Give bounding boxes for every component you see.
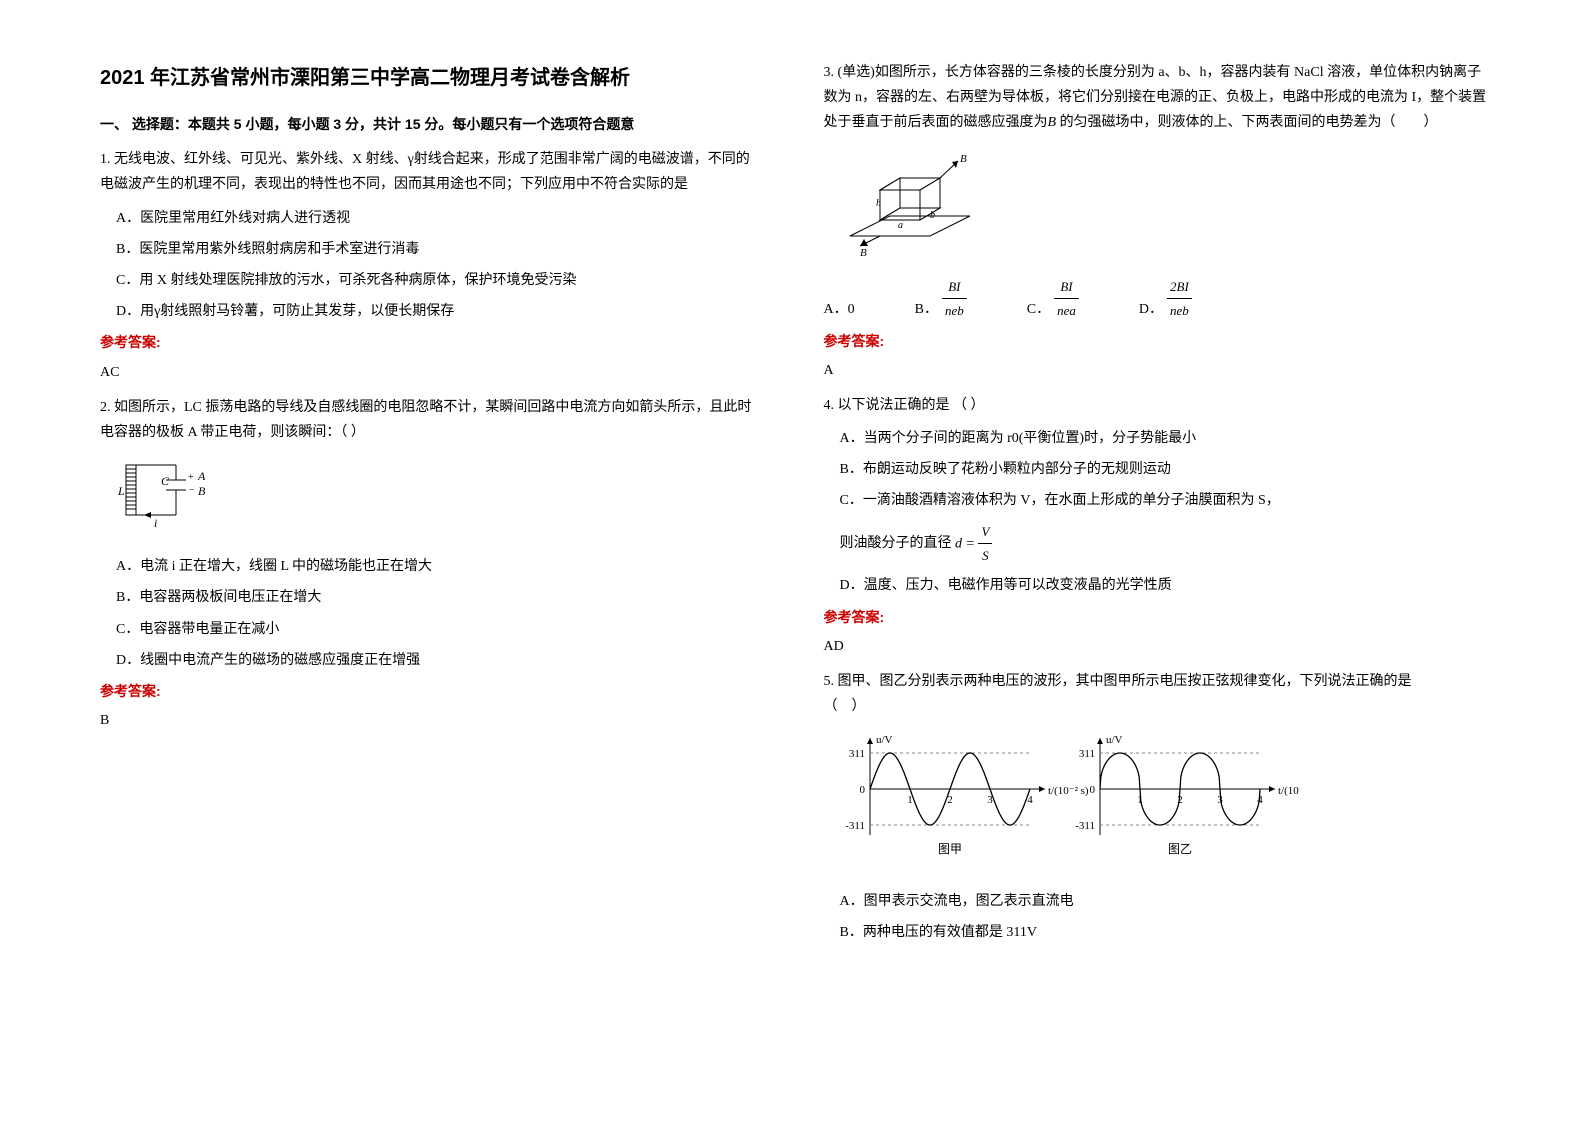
q4-stem: 4. 以下说法正确的是 （ ） [824, 393, 1488, 418]
b-symbol: B [1048, 115, 1057, 130]
answer-label: 参考答案: [100, 330, 764, 355]
q3-answer: A [824, 358, 1488, 383]
svg-text:-311: -311 [1075, 820, 1095, 832]
q2-stem: 2. 如图所示，LC 振荡电路的导线及自感线圈的电阻忽略不计，某瞬间回路中电流方… [100, 395, 764, 445]
frac-num: 2BI [1167, 275, 1192, 299]
frac-num: BI [942, 275, 967, 299]
svg-text:−: − [189, 485, 195, 496]
q2-option-b: B．电容器两极板间电压正在增大 [116, 585, 764, 610]
q4-option-c2: 则油酸分子的直径 d = VS [840, 520, 1488, 568]
c2-eq: d = [955, 536, 975, 551]
svg-text:图甲: 图甲 [937, 842, 961, 856]
svg-text:t/(10⁻² s): t/(10⁻² s) [1048, 785, 1089, 797]
q5-option-a: A．图甲表示交流电，图乙表示直流电 [840, 889, 1488, 914]
section-header: 一、 选择题：本题共 5 小题，每小题 3 分，共计 15 分。每小题只有一个选… [100, 112, 764, 137]
q3-option-d: D． 2BIneb [1139, 275, 1192, 323]
q4-answer: AD [824, 634, 1488, 659]
q5-option-b: B．两种电压的有效值都是 311V [840, 920, 1488, 945]
right-column: 3. (单选)如图所示，长方体容器的三条棱的长度分别为 a、b、h，容器内装有 … [824, 60, 1488, 951]
svg-text:h: h [876, 198, 881, 209]
q1-stem: 1. 无线电波、红外线、可见光、紫外线、X 射线、γ射线合起来，形成了范围非常广… [100, 147, 764, 197]
q1-option-d: D．用γ射线照射马铃薯，可防止其发芽，以便长期保存 [116, 299, 764, 324]
q1-answer: AC [100, 360, 764, 385]
q3-option-b: B． BIneb [915, 275, 967, 323]
svg-text:i: i [154, 516, 157, 530]
svg-text:a: a [898, 220, 903, 231]
svg-text:B: B [860, 247, 867, 256]
svg-text:A: A [197, 469, 206, 483]
q3-figure: h a b B B [840, 146, 1488, 265]
frac-den: S [978, 544, 992, 567]
svg-text:t/(10⁻² s): t/(10⁻² s) [1278, 785, 1300, 797]
left-column: 2021 年江苏省常州市溧阳第三中学高二物理月考试卷含解析 一、 选择题：本题共… [100, 60, 764, 951]
exam-title: 2021 年江苏省常州市溧阳第三中学高二物理月考试卷含解析 [100, 60, 764, 96]
svg-text:C: C [161, 474, 170, 488]
svg-text:图乙: 图乙 [1167, 842, 1191, 856]
svg-text:L: L [117, 484, 125, 498]
frac-den: neb [1167, 299, 1192, 322]
q2-option-a: A．电流 i 正在增大，线圈 L 中的磁场能也正在增大 [116, 554, 764, 579]
q1-option-a: A．医院里常用红外线对病人进行透视 [116, 206, 764, 231]
opt-b-label: B． [915, 297, 938, 322]
svg-text:311: 311 [1078, 748, 1094, 760]
c2-prefix: 则油酸分子的直径 [840, 536, 952, 551]
svg-text:B: B [960, 153, 967, 165]
q4-option-d: D．温度、压力、电磁作用等可以改变液晶的光学性质 [840, 573, 1488, 598]
q1-option-b: B．医院里常用紫外线照射病房和手术室进行消毒 [116, 237, 764, 262]
svg-text:u/V: u/V [876, 734, 893, 746]
opt-d-label: D． [1139, 297, 1163, 322]
q2-option-d: D．线圈中电流产生的磁场的磁感应强度正在增强 [116, 648, 764, 673]
answer-label: 参考答案: [824, 329, 1488, 354]
q2-figure: L C + A − B i [116, 455, 764, 544]
frac-den: nea [1054, 299, 1079, 322]
svg-text:0: 0 [859, 784, 865, 796]
svg-text:u/V: u/V [1106, 734, 1123, 746]
q4-option-a: A．当两个分子间的距离为 r0(平衡位置)时，分子势能最小 [840, 426, 1488, 451]
q3-stem: 3. (单选)如图所示，长方体容器的三条棱的长度分别为 a、b、h，容器内装有 … [824, 60, 1488, 136]
q4-option-b: B．布朗运动反映了花粉小颗粒内部分子的无规则运动 [840, 457, 1488, 482]
svg-text:0: 0 [1089, 784, 1095, 796]
q5-stem: 5. 图甲、图乙分别表示两种电压的波形，其中图甲所示电压按正弦规律变化，下列说法… [824, 669, 1488, 719]
q4-option-c: C．一滴油酸酒精溶液体积为 V，在水面上形成的单分子油膜面积为 S， [840, 488, 1488, 513]
q3-stem-suffix: 的匀强磁场中，则液体的上、下两表面间的电势差为（ ） [1056, 115, 1438, 130]
q5-figure: 3110-311u/V1234t/(10⁻² s)图甲3110-311u/V12… [840, 729, 1488, 878]
q2-answer: B [100, 708, 764, 733]
q3-option-c: C． BInea [1027, 275, 1079, 323]
frac-num: BI [1054, 275, 1079, 299]
svg-text:B: B [198, 484, 206, 498]
svg-text:311: 311 [848, 748, 864, 760]
q1-option-c: C．用 X 射线处理医院排放的污水，可杀死各种病原体，保护环境免受污染 [116, 268, 764, 293]
answer-label: 参考答案: [100, 679, 764, 704]
q3-option-a: A．0 [824, 297, 855, 322]
svg-text:-311: -311 [845, 820, 865, 832]
svg-text:b: b [930, 210, 935, 221]
opt-c-label: C． [1027, 297, 1050, 322]
answer-label: 参考答案: [824, 605, 1488, 630]
svg-text:+: + [188, 472, 194, 483]
frac-den: neb [942, 299, 967, 322]
q2-option-c: C．电容器带电量正在减小 [116, 617, 764, 642]
frac-num: V [978, 520, 992, 544]
q3-options: A．0 B． BIneb C． BInea D． 2BIneb [824, 275, 1488, 323]
